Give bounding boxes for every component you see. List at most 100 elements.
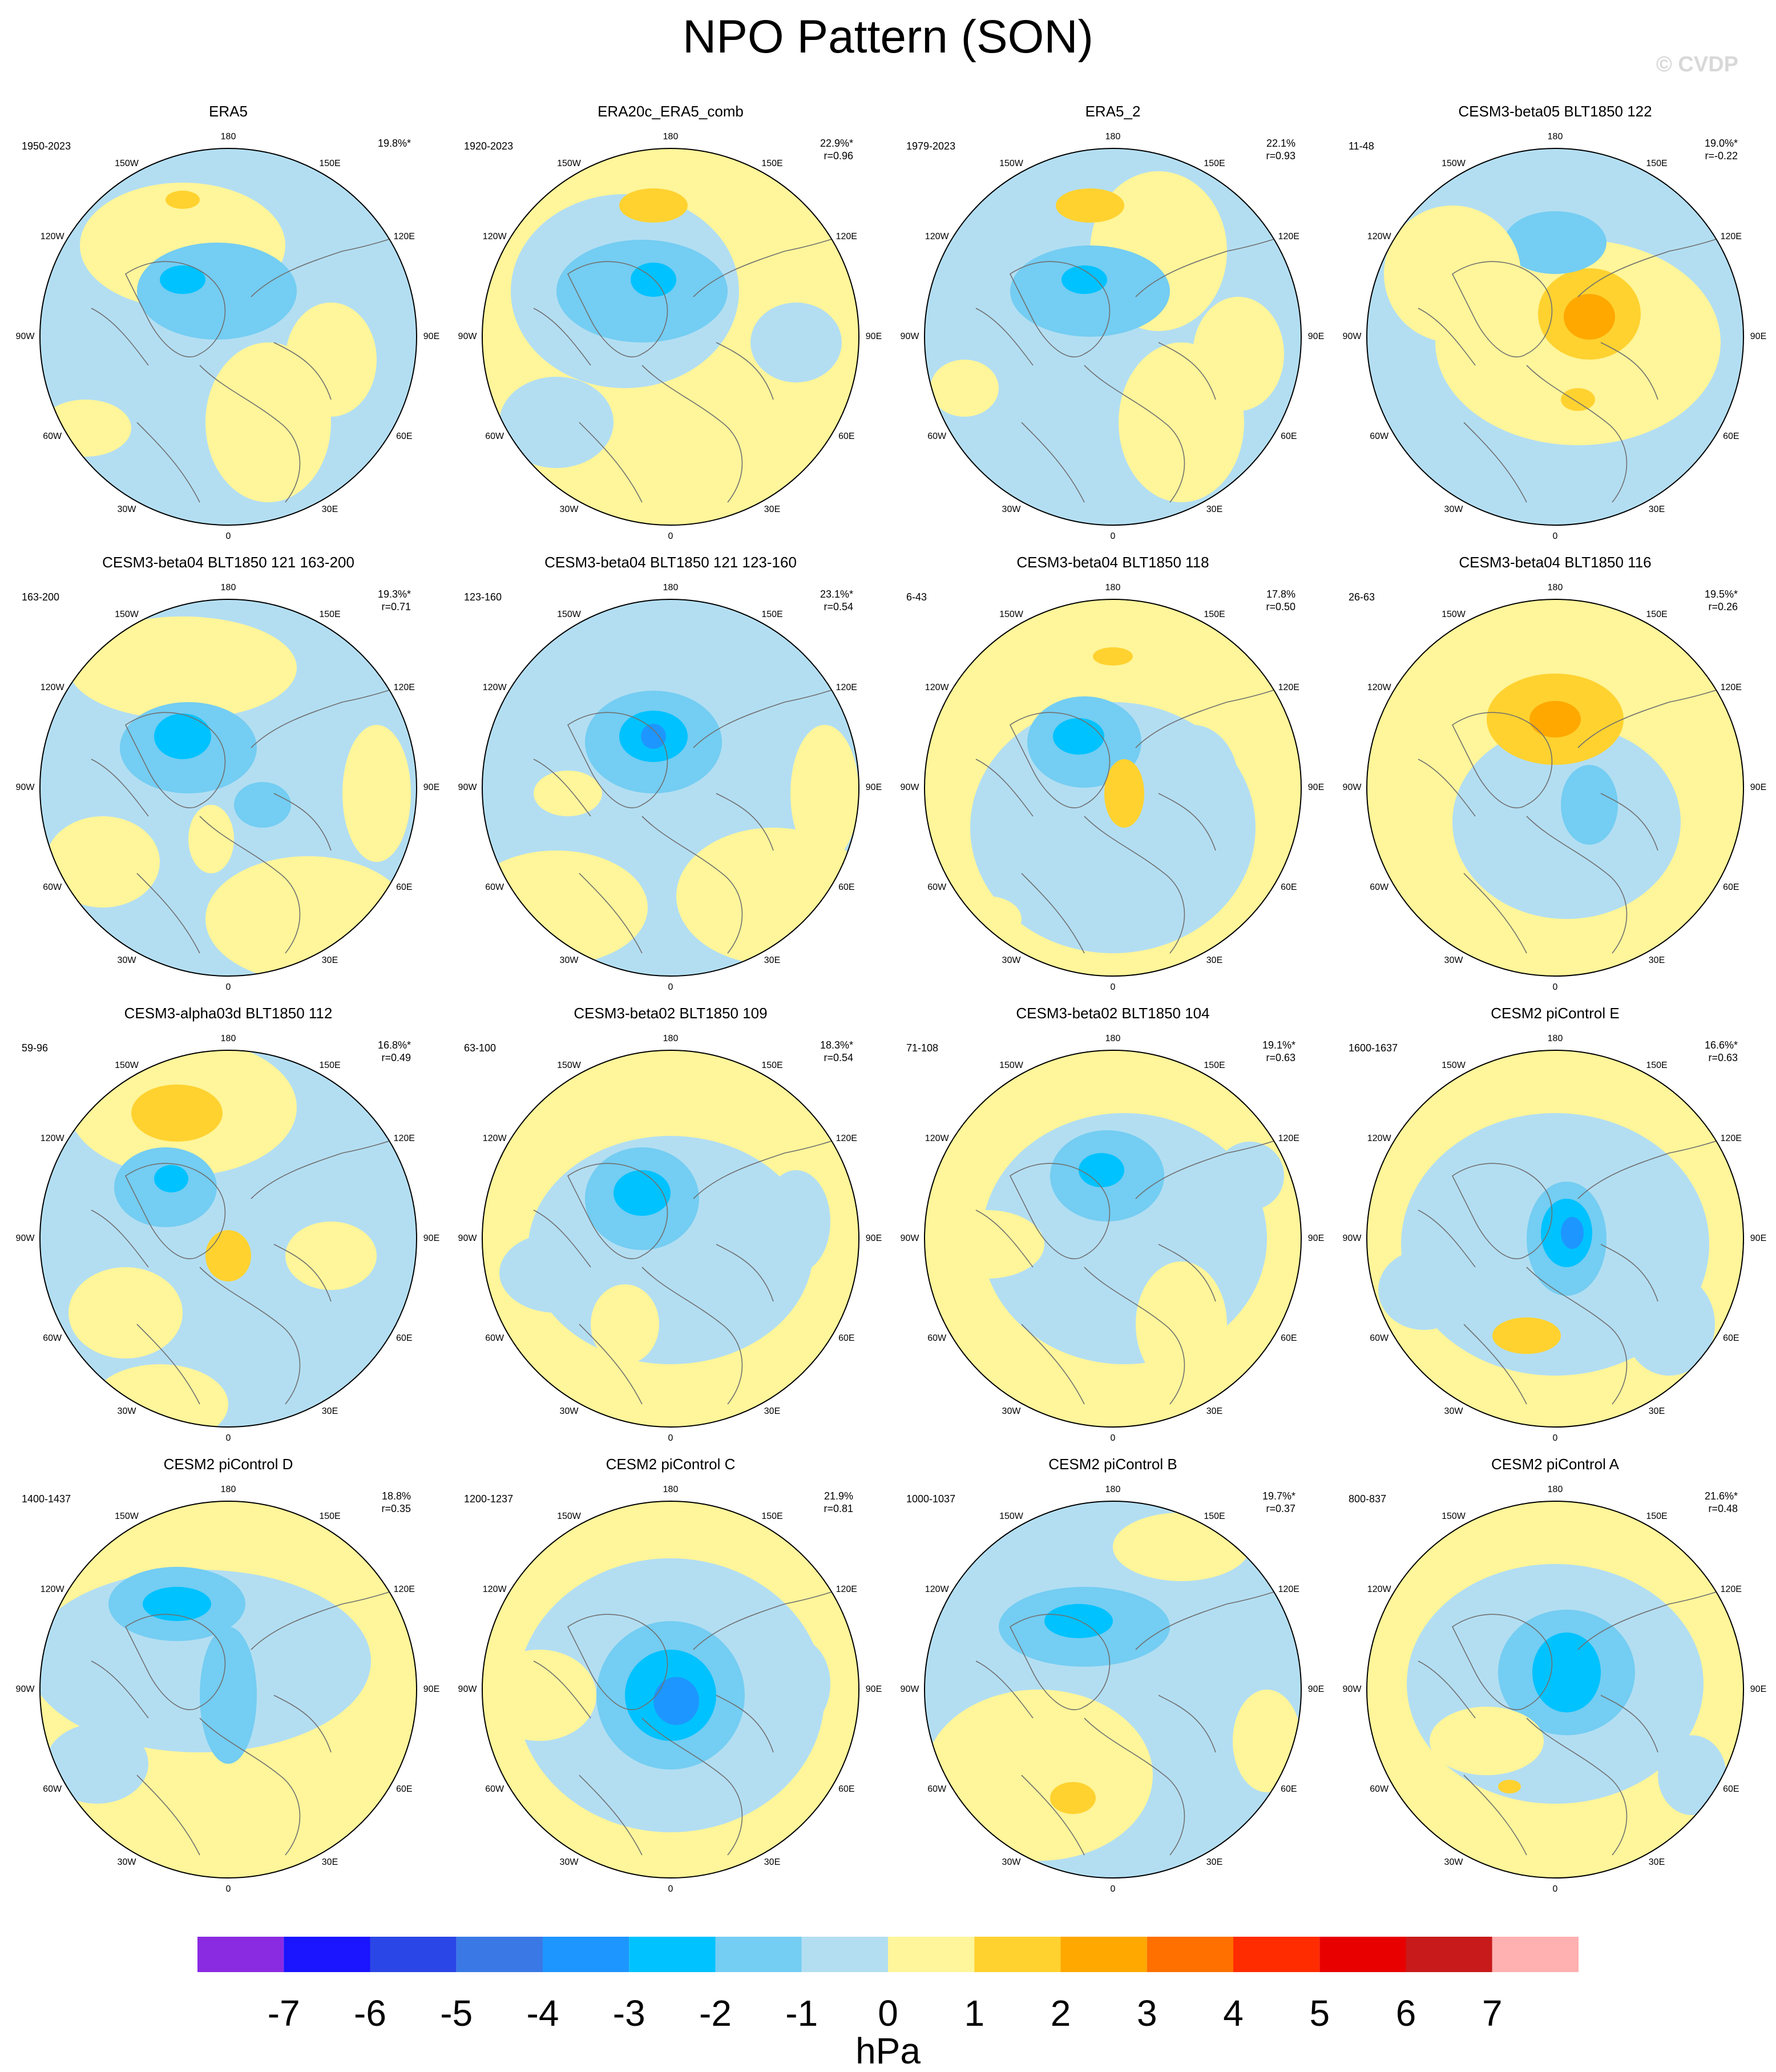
colorbar-tick-label: -6 <box>354 1993 386 2034</box>
longitude-label: 30E <box>1648 1406 1665 1417</box>
variance-explained: 22.1% <box>1266 138 1295 149</box>
anomaly-contour <box>1061 265 1107 294</box>
anomaly-contour <box>1658 1735 1726 1815</box>
longitude-label: 0 <box>1110 1433 1116 1443</box>
coastline <box>579 873 643 954</box>
longitude-label: 150W <box>115 1060 139 1070</box>
colorbar-swatch <box>543 1937 629 1972</box>
panel-title: CESM3-beta04 BLT1850 121 163-200 <box>102 554 354 571</box>
map-panel: CESM3-beta05 BLT1850 122 11-48 19.0%* r=-0.… <box>1338 103 1772 548</box>
coastline <box>975 308 1034 366</box>
anomaly-contour <box>188 805 234 873</box>
anomaly-contour <box>46 816 160 908</box>
pattern-correlation: r=0.35 <box>381 1503 411 1514</box>
longitude-label: 0 <box>668 1884 673 1894</box>
coastline <box>273 1244 332 1302</box>
longitude-label: 30E <box>764 956 781 966</box>
anomaly-contour <box>762 1638 830 1730</box>
longitude-label: 90W <box>1342 1233 1362 1243</box>
coastline <box>1009 261 1111 358</box>
longitude-label: 60W <box>1370 432 1389 441</box>
polar-map <box>1366 1501 1744 1878</box>
longitude-label: 30W <box>559 956 579 966</box>
anomaly-contour <box>1104 759 1144 828</box>
map-panel: ERA20c_ERA5_comb 1920-2023 22.9%* r=0.96 180… <box>454 103 887 548</box>
longitude-label: 60W <box>1370 1333 1389 1343</box>
anomaly-contour <box>925 1690 1153 1861</box>
anomaly-contour <box>930 360 999 417</box>
longitude-label: 60E <box>1723 882 1739 892</box>
longitude-label: 150W <box>1442 609 1466 619</box>
coastline <box>136 1775 200 1856</box>
anomaly-contour <box>91 1364 228 1427</box>
colorbar-swatch <box>284 1937 370 1972</box>
longitude-label: 30E <box>1648 1857 1665 1868</box>
anomaly-contour <box>205 1230 251 1281</box>
variance-explained: 19.0%* <box>1704 138 1738 149</box>
coastline <box>1600 1244 1658 1302</box>
polar-map <box>482 1501 859 1878</box>
longitude-label: 150E <box>761 1060 783 1070</box>
panel-variance: 21.6%* r=0.48 <box>1686 1490 1738 1515</box>
longitude-label: 150E <box>319 158 341 168</box>
anomaly-contour <box>1561 765 1618 845</box>
coastline <box>567 1614 668 1711</box>
longitude-label: 120E <box>1720 683 1742 692</box>
longitude-label: 90E <box>423 332 440 341</box>
variance-explained: 19.5%* <box>1704 588 1738 600</box>
longitude-label: 120W <box>1367 1585 1391 1594</box>
variance-explained: 19.3%* <box>377 588 411 600</box>
anomaly-contour <box>234 782 291 828</box>
coastline <box>1158 793 1216 851</box>
coastline <box>1158 342 1216 400</box>
longitude-label: 120E <box>1278 1134 1299 1143</box>
panel-years: 59-96 <box>22 1042 49 1054</box>
longitude-label: 0 <box>1110 531 1116 541</box>
colorbar-swatch <box>1233 1937 1320 1972</box>
longitude-label: 120E <box>1278 232 1299 241</box>
coastline <box>1600 1695 1658 1753</box>
longitude-label: 60W <box>485 1784 504 1794</box>
colorbar-tick-label: 3 <box>1136 1993 1157 2034</box>
coastline <box>693 1586 848 1650</box>
anomaly-contour <box>648 377 785 514</box>
longitude-label: 150W <box>999 158 1023 168</box>
panel-variance: 18.3%* r=0.54 <box>802 1039 853 1064</box>
longitude-label: 30E <box>764 505 781 515</box>
coastline <box>124 1614 226 1711</box>
panel-variance: 19.5%* r=0.26 <box>1686 588 1738 613</box>
coastline <box>1418 1210 1476 1268</box>
anomaly-contour <box>148 1798 217 1844</box>
anomaly-contour <box>1136 1261 1227 1387</box>
longitude-label: 90E <box>1307 1684 1325 1694</box>
anomaly-contour <box>131 1085 223 1142</box>
longitude-label: 180 <box>1547 1485 1563 1494</box>
coastline <box>1084 365 1185 503</box>
longitude-label: 90E <box>1307 1233 1325 1243</box>
pattern-correlation: r=0.37 <box>1266 1503 1295 1514</box>
longitude-label: 30W <box>117 1406 136 1417</box>
longitude-label: 0 <box>225 982 231 992</box>
variance-explained: 22.9%* <box>820 138 853 149</box>
map-border <box>39 148 417 526</box>
coastline <box>1021 1324 1085 1405</box>
coastline <box>693 684 848 748</box>
longitude-label: 90E <box>1750 783 1767 792</box>
longitude-label: 60E <box>1281 1784 1297 1794</box>
coastline <box>1577 1586 1733 1650</box>
coastline <box>579 1324 643 1405</box>
longitude-label: 90W <box>15 783 35 792</box>
longitude-label: 120W <box>482 683 507 692</box>
map-panel: CESM3-beta04 BLT1850 116 26-63 19.5%* r=0.2… <box>1338 554 1772 999</box>
longitude-label: 120W <box>925 1134 949 1143</box>
map-panel: CESM2 piControl C 1200-1237 21.9% r=0.81 180… <box>454 1456 887 1901</box>
coastline <box>1463 1775 1527 1856</box>
variance-explained: 19.8%* <box>377 138 411 149</box>
longitude-label: 180 <box>1547 132 1563 142</box>
longitude-label: 60W <box>43 432 62 441</box>
longitude-label: 150W <box>999 1511 1023 1521</box>
coastline <box>273 1695 332 1753</box>
longitude-label: 60W <box>927 882 947 892</box>
anomaly-contour <box>1564 294 1615 340</box>
anomaly-contour <box>1532 1632 1601 1712</box>
